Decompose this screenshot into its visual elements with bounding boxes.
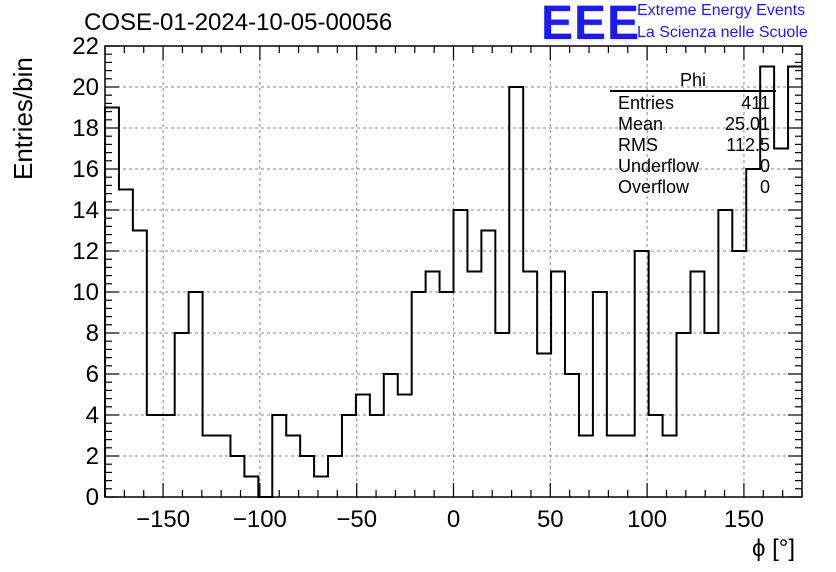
- y-tick-label: 20: [72, 74, 99, 101]
- y-tick-label: 0: [86, 484, 99, 511]
- x-tick-label: −100: [233, 506, 287, 533]
- histogram-bin: [175, 333, 189, 497]
- histogram-bin: [384, 374, 398, 497]
- stats-value: 112.5: [726, 135, 770, 155]
- stats-value: 0: [759, 177, 770, 197]
- histogram-bin: [621, 436, 635, 498]
- histogram-bin: [537, 354, 551, 498]
- histogram-bin: [788, 67, 802, 498]
- histogram-bin: [649, 415, 663, 497]
- stats-box-rule: [610, 90, 776, 92]
- stats-box-name: Phi: [679, 70, 706, 90]
- stats-row-overflow: Overflow 0: [618, 177, 770, 198]
- histogram-bin: [440, 292, 454, 497]
- histogram-bin: [119, 190, 133, 498]
- histogram-bin: [356, 395, 370, 498]
- histogram-bin: [328, 456, 342, 497]
- x-tick-label: −50: [336, 506, 377, 533]
- y-tick-label: 18: [72, 115, 99, 142]
- histogram-bin: [454, 210, 468, 497]
- y-axis-label-wrap: Entries/bin: [2, 57, 42, 180]
- stats-label: Underflow: [618, 156, 700, 176]
- chart-title: COSE-01-2024-10-05-00056: [84, 9, 393, 36]
- x-tick-label: −150: [136, 506, 190, 533]
- histogram-bin: [690, 272, 704, 498]
- histogram-bin: [105, 108, 119, 498]
- y-tick-label: 2: [86, 443, 99, 470]
- histogram-bin: [398, 395, 412, 498]
- x-tick-label: 100: [627, 506, 667, 533]
- histogram-bin: [718, 210, 732, 497]
- stats-row-mean: Mean 25.01: [618, 114, 770, 135]
- histogram-bin: [203, 436, 217, 498]
- y-tick-label: 22: [72, 33, 99, 60]
- histogram-bin: [133, 231, 147, 498]
- stats-value: 411: [741, 93, 770, 113]
- logo-tagline-1: Extreme Energy Events: [637, 2, 806, 19]
- y-tick-label: 4: [86, 402, 99, 429]
- eee-logo: EEE: [541, 0, 641, 50]
- stats-row-entries: Entries 411: [618, 93, 770, 114]
- histogram-bin: [774, 149, 788, 498]
- histogram-bin: [189, 292, 203, 497]
- histogram-bin: [230, 456, 244, 497]
- histogram-bin: [607, 436, 621, 498]
- logo-tagline-2: La Scienza nelle Scuole: [637, 24, 808, 41]
- y-tick-label: 12: [72, 238, 99, 265]
- histogram-bin: [314, 477, 328, 498]
- histogram-bin: [481, 231, 495, 498]
- x-axis-label: ϕ [°]: [752, 535, 796, 562]
- histogram-bin: [523, 272, 537, 498]
- stats-value: 25.01: [724, 114, 770, 134]
- x-tick-label: 50: [537, 506, 564, 533]
- y-tick-label: 6: [86, 361, 99, 388]
- histogram-bin: [467, 272, 481, 498]
- stats-label: RMS: [618, 135, 658, 155]
- histogram-bin: [565, 374, 579, 497]
- stats-label: Entries: [618, 93, 675, 113]
- y-tick-label: 14: [72, 197, 99, 224]
- y-axis-label: Entries/bin: [8, 57, 38, 180]
- stats-label: Overflow: [618, 177, 690, 197]
- histogram-bin: [593, 292, 607, 497]
- x-tick-label: 150: [724, 506, 764, 533]
- stats-label: Mean: [618, 114, 664, 134]
- stats-box: Phi Entries 411 Mean 25.01 RMS 112.5 Und…: [610, 68, 776, 208]
- histogram-bin: [551, 272, 565, 498]
- histogram-outline: [104, 65, 802, 498]
- histogram-bin: [579, 436, 593, 498]
- stats-row-rms: RMS 112.5: [618, 135, 770, 156]
- stats-value: 0: [759, 156, 770, 176]
- y-tick-label: 8: [86, 320, 99, 347]
- histogram-bin: [300, 456, 314, 497]
- histogram-bin: [663, 436, 677, 498]
- stats-row-underflow: Underflow 0: [618, 156, 770, 177]
- histogram-bin: [286, 436, 300, 498]
- histogram-bin: [217, 436, 231, 498]
- histogram-bin: [244, 477, 258, 498]
- histogram-bin: [426, 272, 440, 498]
- histogram-bin: [412, 292, 426, 497]
- x-tick-label: 0: [447, 506, 460, 533]
- y-tick-label: 10: [72, 279, 99, 306]
- y-tick-label: 16: [72, 156, 99, 183]
